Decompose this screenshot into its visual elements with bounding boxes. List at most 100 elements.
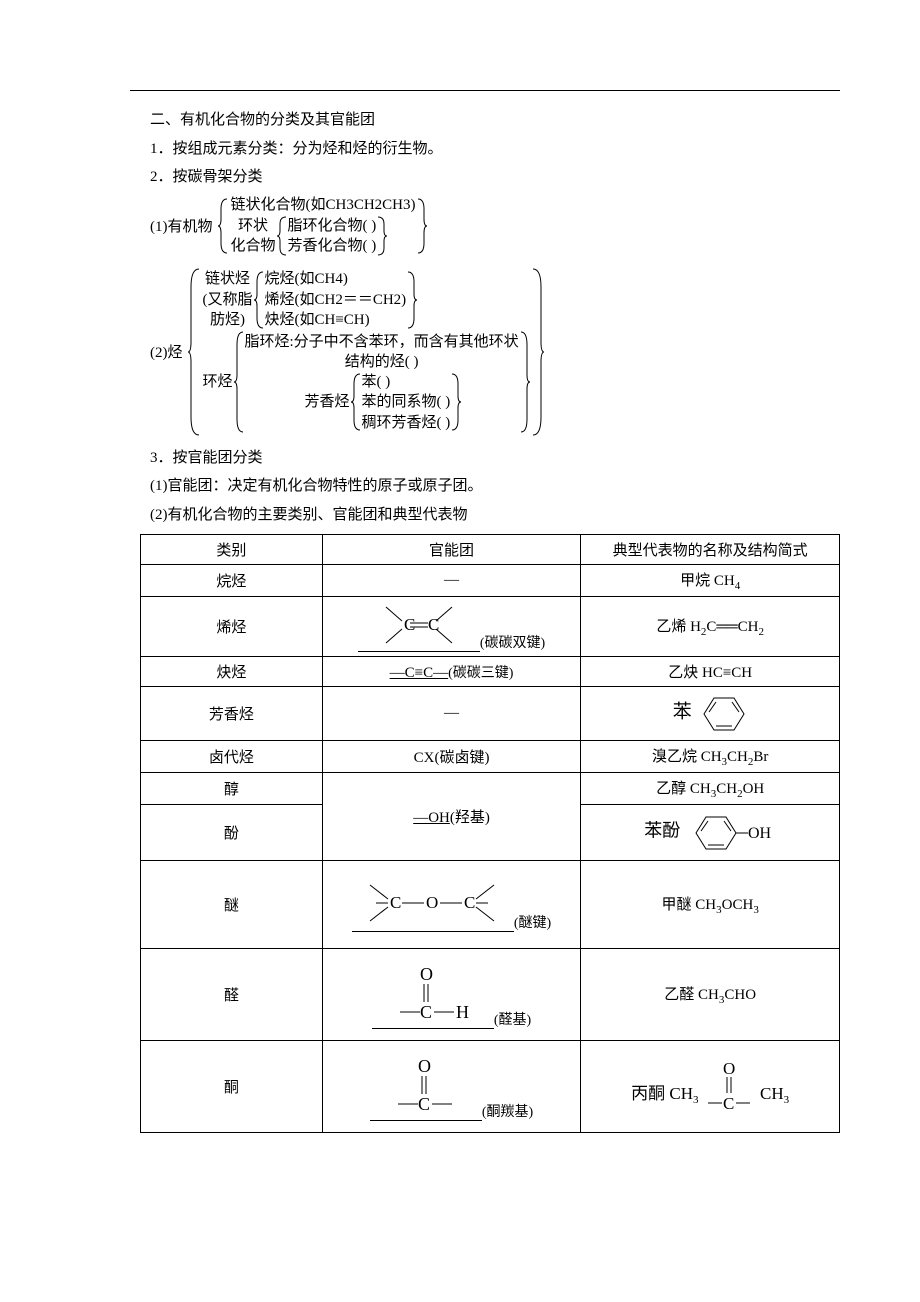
svg-text:H: H (456, 1002, 469, 1022)
cell-rep: 甲烷 CH4 (581, 565, 840, 597)
svg-text:C: C (390, 893, 401, 912)
ether-bond-icon: C O C (358, 877, 508, 929)
cell-rep: 溴乙烷 CH3CH2Br (581, 741, 840, 773)
cc-double-bond-icon: C C (364, 601, 474, 649)
cell-category: 烯烃 (141, 597, 323, 657)
cell-rep: 丙酮 CH3 O C CH3 (581, 1041, 840, 1133)
svg-text:C: C (723, 1094, 734, 1113)
svg-text:C: C (464, 893, 475, 912)
brace-icon (217, 197, 229, 255)
cell-fg: O C H (醛基) (322, 949, 581, 1041)
brace-close-icon (376, 215, 388, 257)
brace-icon (233, 330, 245, 434)
bracket-2-arom-label: 芳香烃 (245, 392, 350, 412)
bracket-2-ring-label: 环烃 (203, 372, 233, 392)
cell-rep: 乙醛 CH3CHO (581, 949, 840, 1041)
cho-group-icon: O C H (378, 960, 488, 1028)
cell-fg: — (322, 687, 581, 741)
co-group-icon: O C (376, 1052, 476, 1120)
table-row: 炔烃 —C≡C—(碳碳三键) 乙炔 HC≡CH (141, 657, 840, 687)
cell-rep: 乙醇 CH3CH2OH (581, 773, 840, 805)
svg-text:C: C (428, 615, 439, 634)
brace-icon (187, 267, 201, 437)
cell-fg: —OH(羟基) (322, 773, 581, 861)
svg-text:C: C (418, 1094, 430, 1114)
functional-group-table: 类别 官能团 典型代表物的名称及结构简式 烷烃 — 甲烷 CH4 烯烃 (140, 534, 840, 1133)
svg-text:OH: OH (748, 825, 772, 842)
bracket-2-ring-inner: 脂环烃:分子中不含苯环，而含有其他环状 结构的烃( ) 芳香烃 苯( ) 苯的同… (245, 332, 519, 433)
cell-rep: 苯酚 OH (581, 805, 840, 861)
cell-fg: —C≡C—(碳碳三键) (322, 657, 581, 687)
cell-rep: 苯 (581, 687, 840, 741)
bracket-2-aromatic: 芳香烃 苯( ) 苯的同系物( ) 稠环芳香烃( ) (245, 372, 519, 433)
bracket-1-inner: 脂环化合物( ) 芳香化合物( ) (288, 216, 377, 257)
brace-close-icon (519, 330, 531, 434)
bracket-2-ring: 环烃 脂环烃:分子中不含苯环，而含有其他环状 结构的烃( ) 芳香烃 苯( ) (203, 330, 531, 434)
brace-close-icon (406, 270, 418, 330)
brace-close-icon (531, 267, 545, 437)
svg-text:O: O (418, 1056, 431, 1076)
cell-rep: 甲醚 CH3OCH3 (581, 861, 840, 949)
svg-text:C: C (404, 615, 415, 634)
svg-text:O: O (420, 964, 433, 984)
bracket-2-chain: 链状烃 (又称脂 肪烃) 烷烃(如CH4) 烯烃(如CH2＝＝CH2) 炔烃(如… (203, 269, 531, 330)
cell-fg: — (322, 565, 581, 597)
bracket-2-arom-inner: 苯( ) 苯的同系物( ) 稠环芳香烃( ) (362, 372, 451, 433)
cell-fg: O C (酮羰基) (322, 1041, 581, 1133)
table-row: 酮 O C (酮羰基) 丙酮 CH3 (141, 1041, 840, 1133)
cell-rep: 乙炔 HC≡CH (581, 657, 840, 687)
bracket-2: (2)烃 链状烃 (又称脂 肪烃) 烷烃(如CH4) 烯烃(如CH2＝＝CH2)… (150, 267, 830, 437)
document-content: 二、有机化合物的分类及其官能团 1．按组成元素分类：分为烃和烃的衍生物。 2．按… (150, 109, 830, 526)
svg-text:O: O (723, 1059, 735, 1078)
table-row: 醚 C O C (醚键) 甲醚 (141, 861, 840, 949)
bracket-2-label: (2)烃 (150, 341, 187, 362)
table-header-row: 类别 官能团 典型代表物的名称及结构简式 (141, 535, 840, 565)
benzene-icon (696, 692, 748, 736)
cell-category: 醚 (141, 861, 323, 949)
table-row: 醛 O C H (醛基) 乙醛 CH3CHO (141, 949, 840, 1041)
cell-category: 芳香烃 (141, 687, 323, 741)
table-row: 芳香烃 — 苯 (141, 687, 840, 741)
bracket-1-label: (1)有机物 (150, 215, 217, 236)
bracket-2-content: 链状烃 (又称脂 肪烃) 烷烃(如CH4) 烯烃(如CH2＝＝CH2) 炔烃(如… (201, 269, 531, 434)
bracket-1: (1)有机物 链状化合物(如CH3CH2CH3) 环状 化合物 脂环化合物( )… (150, 195, 830, 257)
svg-text:O: O (426, 893, 438, 912)
brace-close-icon (416, 197, 428, 255)
table-row: 醇 —OH(羟基) 乙醇 CH3CH2OH (141, 773, 840, 805)
header-functional-group: 官能团 (322, 535, 581, 565)
item-2: 2．按碳骨架分类 (150, 166, 830, 189)
item-1: 1．按组成元素分类：分为烃和烃的衍生物。 (150, 138, 830, 161)
cell-category: 醇 (141, 773, 323, 805)
brace-icon (350, 372, 362, 432)
bracket-1-content: 链状化合物(如CH3CH2CH3) 环状 化合物 脂环化合物( ) 芳香化合物(… (229, 195, 416, 257)
cell-fg: CX(碳卤键) (322, 741, 581, 773)
header-representative: 典型代表物的名称及结构简式 (581, 535, 840, 565)
bracket-1-line2-label: 环状 化合物 (231, 216, 276, 257)
bracket-1-line1: 链状化合物(如CH3CH2CH3) (231, 195, 416, 215)
brace-icon (276, 215, 288, 257)
item-3-2: (2)有机化合物的主要类别、官能团和典型代表物 (150, 504, 830, 527)
cell-fg: C O C (醚键) (322, 861, 581, 949)
brace-close-icon (450, 372, 462, 432)
cell-category: 酚 (141, 805, 323, 861)
table-row: 烯烃 C C (碳碳双键) 乙烯 H2C══CH2 (141, 597, 840, 657)
top-rule (130, 90, 840, 91)
table-row: 卤代烃 CX(碳卤键) 溴乙烷 CH3CH2Br (141, 741, 840, 773)
bracket-2-chain-label: 链状烃 (又称脂 肪烃) (203, 269, 253, 330)
svg-text:C: C (420, 1002, 432, 1022)
acetone-co-icon: O C (702, 1057, 756, 1117)
table-row: 烷烃 — 甲烷 CH4 (141, 565, 840, 597)
item-3-1: (1)官能团：决定有机化合物特性的原子或原子团。 (150, 475, 830, 498)
cell-category: 醛 (141, 949, 323, 1041)
item-3: 3．按官能团分类 (150, 447, 830, 470)
brace-icon (253, 270, 265, 330)
header-category: 类别 (141, 535, 323, 565)
bracket-1-line2: 环状 化合物 脂环化合物( ) 芳香化合物( ) (231, 215, 416, 257)
cell-category: 烷烃 (141, 565, 323, 597)
cell-category: 卤代烃 (141, 741, 323, 773)
phenol-icon: OH (684, 811, 776, 855)
cell-fg: C C (碳碳双键) (322, 597, 581, 657)
cell-rep: 乙烯 H2C══CH2 (581, 597, 840, 657)
cell-category: 酮 (141, 1041, 323, 1133)
section-title: 二、有机化合物的分类及其官能团 (150, 109, 830, 132)
